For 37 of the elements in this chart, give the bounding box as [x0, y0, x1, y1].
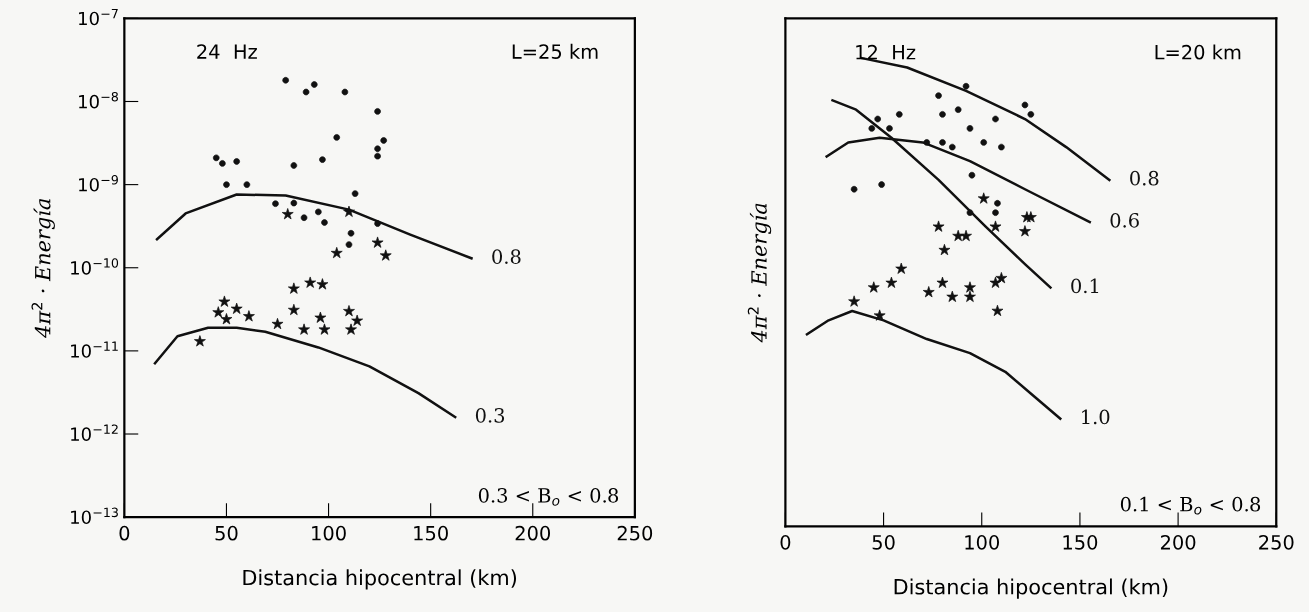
- y-axis-title: 4π$^{2}$ · Energía: [31, 199, 55, 338]
- x-tick-label: 200: [515, 525, 551, 541]
- y-tick-label: 10$^{−9}$: [79, 175, 118, 192]
- x-tick-label: 0: [780, 535, 791, 550]
- annotation: L=20 km: [1155, 44, 1241, 60]
- x-tick-label: 150: [414, 525, 448, 541]
- annotation: 0.1 < B$_{o}$ < 0.8: [1120, 496, 1261, 515]
- y-tick-label: 10$^{−8}$: [79, 91, 118, 109]
- y-axis-title: 4π$^{2}$ · Energía: [747, 203, 772, 343]
- y-tick-label: 10$^{−7}$: [79, 8, 118, 26]
- x-tick-label: 200: [1160, 535, 1196, 550]
- x-axis-title: Distancia hipocentral (km): [243, 569, 517, 590]
- series-label: 0.8: [492, 249, 521, 264]
- x-tick-label: 250: [617, 525, 653, 541]
- x-tick-label: 0: [119, 525, 130, 541]
- x-tick-label: 250: [1259, 535, 1294, 550]
- y-tick-label: 10$^{−12}$: [71, 424, 118, 441]
- y-tick-label: 10$^{−11}$: [71, 341, 118, 358]
- y-tick-label: 10$^{−10}$: [71, 258, 119, 275]
- annotation: 12 Hz: [856, 44, 916, 60]
- series-label: 0.1: [1071, 278, 1099, 294]
- x-tick-label: 100: [965, 535, 1000, 550]
- series-label: 0.8: [1130, 170, 1159, 186]
- y-tick-label: 10$^{−13}$: [71, 507, 118, 525]
- line-series: [153, 326, 457, 419]
- x-tick-label: 150: [1063, 535, 1098, 550]
- x-tick-label: 50: [215, 525, 238, 541]
- x-axis-title: Distancia hipocentral (km): [894, 578, 1168, 599]
- series-label: 0.6: [1110, 212, 1139, 228]
- series-label: 1.0: [1082, 409, 1110, 425]
- annotation: L=25 km: [512, 43, 598, 59]
- x-tick-label: 100: [312, 525, 346, 541]
- line-series: [155, 193, 473, 260]
- annotation: 24 Hz: [197, 44, 257, 59]
- x-tick-label: 50: [872, 535, 895, 550]
- annotation: 0.3 < B$_{o}$ < 0.8: [478, 487, 619, 506]
- series-label: 0.3: [475, 407, 505, 423]
